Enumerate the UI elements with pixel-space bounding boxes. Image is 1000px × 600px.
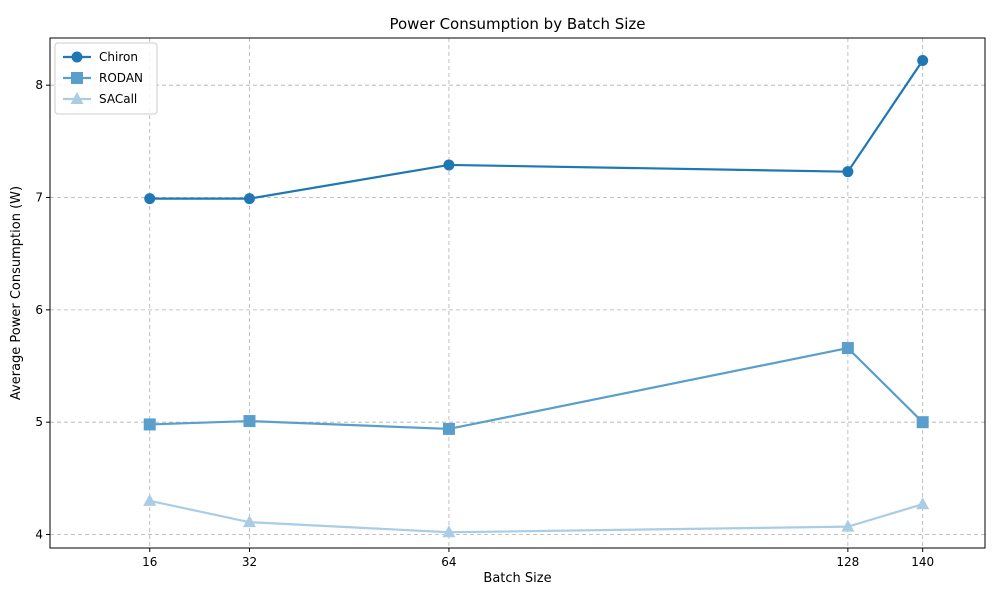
series-chiron xyxy=(144,54,929,205)
series-layer xyxy=(143,54,930,538)
y-tick-label: 6 xyxy=(35,303,43,317)
y-axis-ticks: 4 5 6 7 8 xyxy=(35,78,50,542)
y-tick-label: 5 xyxy=(35,415,43,429)
legend-label: SACall xyxy=(99,92,137,106)
x-tick-label: 16 xyxy=(142,555,157,569)
x-axis-title: Batch Size xyxy=(483,571,551,586)
data-point xyxy=(243,193,255,205)
series-line xyxy=(149,59,924,200)
data-point xyxy=(443,159,455,171)
data-point xyxy=(442,525,456,538)
legend-marker xyxy=(70,92,84,104)
series-sacall xyxy=(143,493,930,538)
legend-marker xyxy=(71,51,83,63)
x-tick-label: 140 xyxy=(911,555,934,569)
y-tick-label: 8 xyxy=(35,78,43,92)
legend: Chiron RODAN SACall xyxy=(54,42,158,115)
legend-item-rodan: RODAN xyxy=(63,71,143,85)
data-point xyxy=(442,422,455,435)
data-point xyxy=(144,193,156,205)
legend-marker xyxy=(71,72,83,84)
x-axis-ticks: 16 32 64 128 140 xyxy=(142,548,934,569)
plot-area-frame xyxy=(49,37,986,549)
data-point xyxy=(916,416,929,429)
legend-item-sacall: SACall xyxy=(63,92,137,106)
legend-label: Chiron xyxy=(99,50,138,64)
data-point xyxy=(143,418,156,431)
series-line xyxy=(149,346,924,431)
x-tick-label: 128 xyxy=(836,555,859,569)
data-point xyxy=(143,493,157,506)
data-point xyxy=(917,54,929,66)
y-tick-label: 4 xyxy=(35,528,43,542)
series-rodan xyxy=(143,342,929,435)
data-point xyxy=(243,415,256,428)
grid-lines xyxy=(50,38,985,548)
legend-item-chiron: Chiron xyxy=(63,50,138,64)
data-point xyxy=(242,515,256,528)
y-tick-label: 7 xyxy=(35,191,43,205)
data-point xyxy=(842,166,854,178)
chart-title: Power Consumption by Batch Size xyxy=(389,15,645,33)
x-tick-label: 64 xyxy=(441,555,456,569)
y-axis-title: Average Power Consumption (W) xyxy=(9,186,24,400)
data-point xyxy=(841,519,855,532)
series-line xyxy=(149,499,923,534)
legend-label: RODAN xyxy=(99,71,143,85)
x-tick-label: 32 xyxy=(242,555,257,569)
data-point xyxy=(916,497,930,510)
data-point xyxy=(841,342,854,355)
